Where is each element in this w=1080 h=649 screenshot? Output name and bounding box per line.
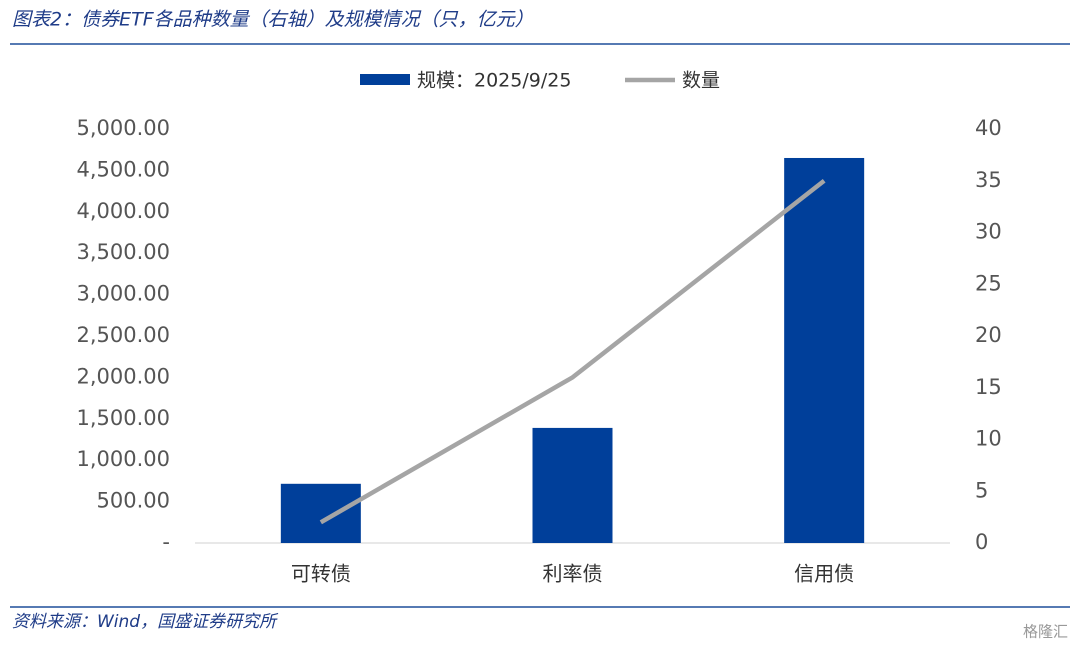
y-tick-label: - [162,530,170,554]
bar [532,427,613,543]
y2-tick-label: 15 [975,375,1002,399]
legend-label: 规模：2025/9/25 [417,70,571,92]
y-tick-label: 2,500.00 [76,323,170,347]
y-tick-label: 3,000.00 [76,282,170,306]
x-tick-label: 利率债 [543,562,603,586]
x-tick-label: 可转债 [291,562,351,586]
y2-tick-label: 5 [975,478,988,502]
y-tick-label: 3,500.00 [76,240,170,264]
y-tick-label: 4,000.00 [76,199,170,223]
y2-tick-label: 0 [975,530,988,554]
y2-tick-label: 40 [975,116,1002,140]
x-tick-label: 信用债 [794,562,854,586]
legend-label: 数量 [682,70,720,92]
y2-tick-label: 30 [975,220,1002,244]
line-series [319,178,826,525]
y-tick-label: 1,000.00 [76,447,170,471]
y-tick-label: 1,500.00 [76,406,170,430]
source-note: 资料来源：Wind，国盛证券研究所 [12,612,279,632]
bar [784,157,865,544]
y-tick-label: 5,000.00 [76,116,170,140]
y2-tick-label: 10 [975,427,1002,451]
y-tick-label: 2,000.00 [76,364,170,388]
y-tick-label: 500.00 [97,489,170,513]
y2-tick-label: 20 [975,323,1002,347]
chart-title: 图表2：债券ETF各品种数量（右轴）及规模情况（只，亿元） [12,9,534,31]
y2-tick-label: 35 [975,168,1002,192]
bar [280,483,361,543]
y2-tick-label: 25 [975,271,1002,295]
watermark: 格隆汇 [1023,623,1068,641]
y-tick-label: 4,500.00 [76,157,170,181]
legend-swatch [360,74,410,85]
